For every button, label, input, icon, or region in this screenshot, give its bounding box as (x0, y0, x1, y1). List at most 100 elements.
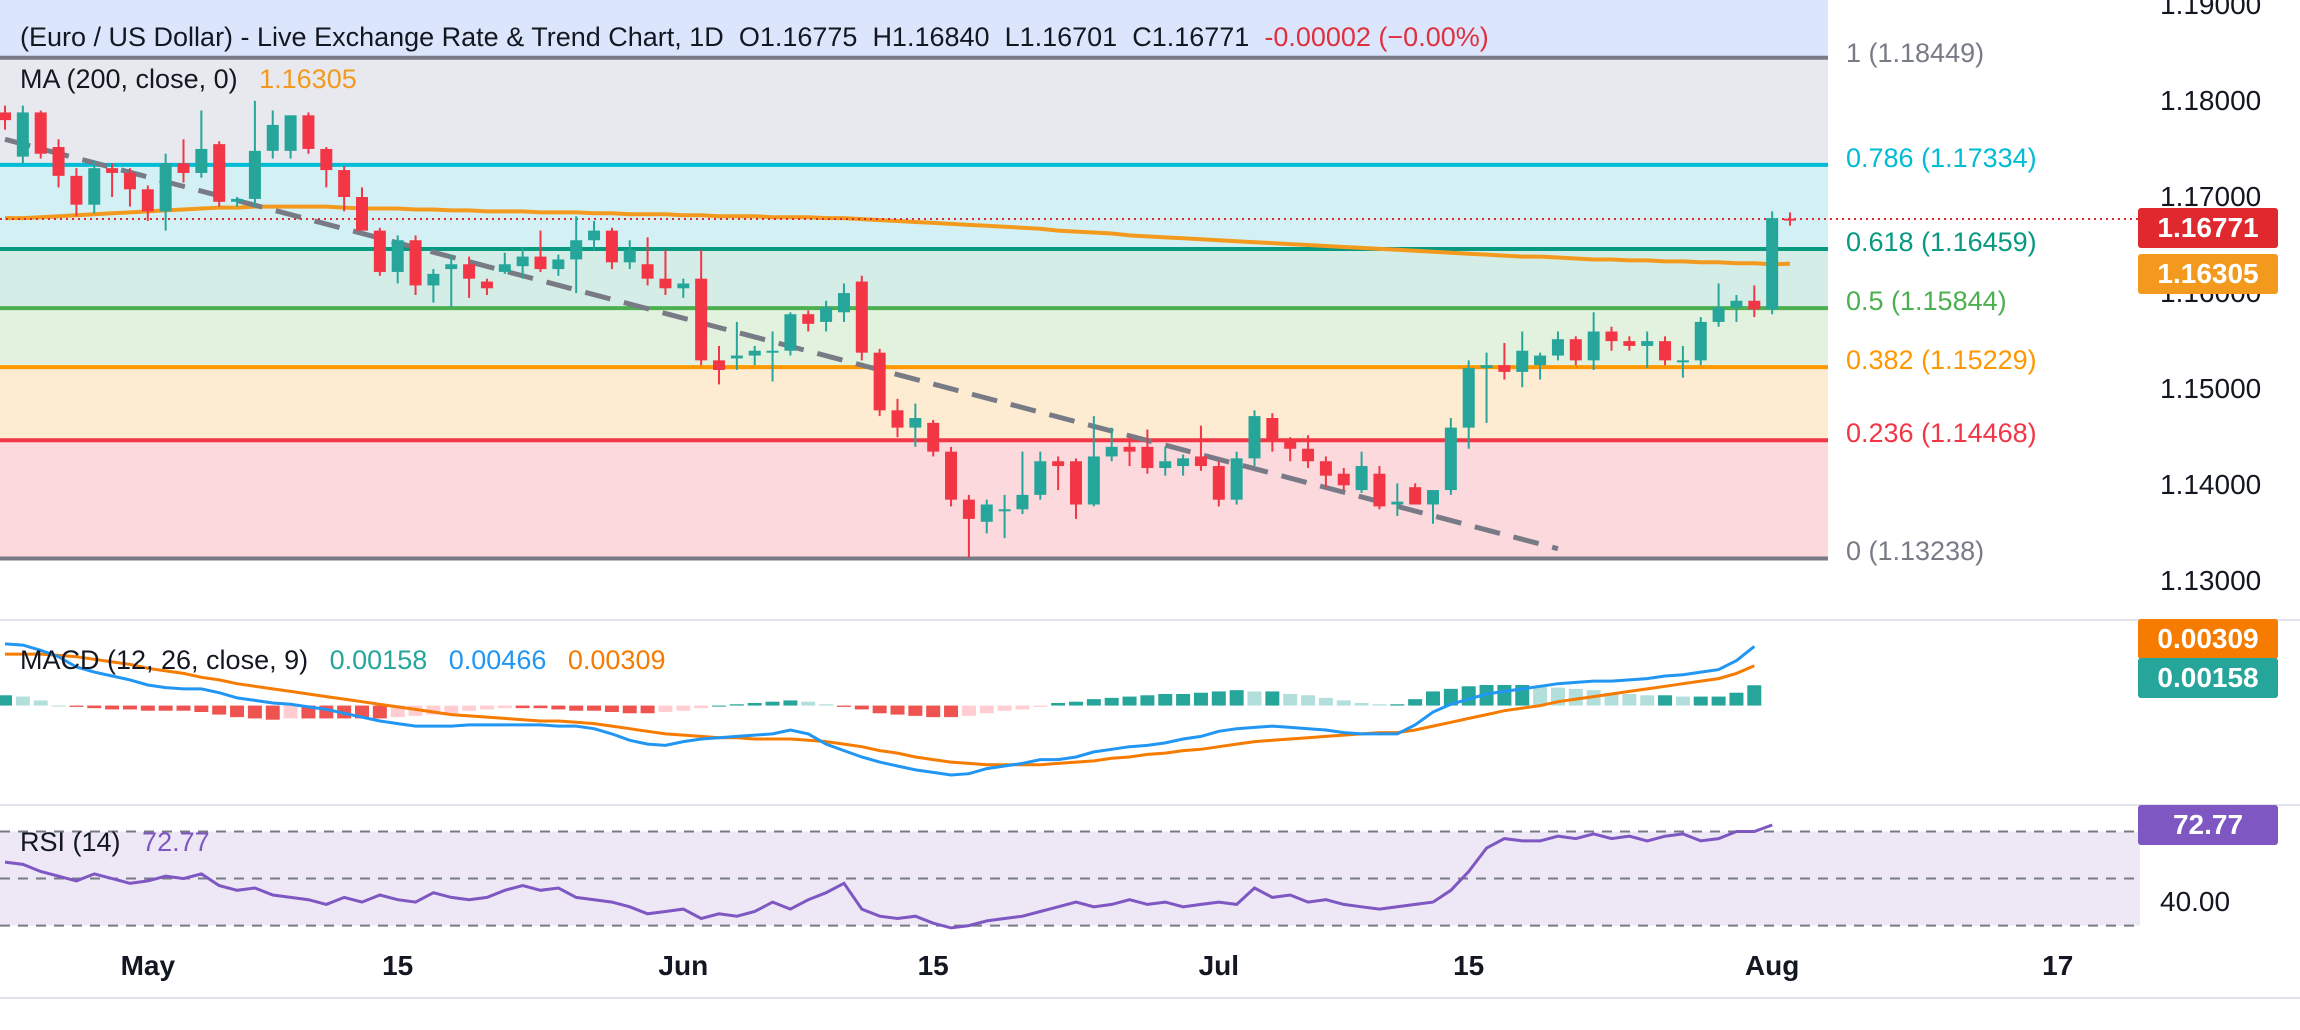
macd-histogram-bar (1533, 686, 1548, 706)
macd-histogram-bar (908, 705, 923, 716)
macd-histogram-bar (872, 705, 887, 714)
candle-body (1391, 501, 1404, 505)
macd-histogram-bar (747, 703, 762, 706)
macd-histogram-bar (158, 705, 173, 711)
candle-body (588, 230, 601, 241)
fib-label: 0.236 (1.14468) (1846, 418, 2037, 449)
candle-body (766, 350, 779, 353)
candle-body (962, 499, 975, 519)
candle-body (945, 451, 958, 500)
candle-body (1480, 365, 1493, 369)
macd-histogram-bar (765, 701, 780, 706)
macd-histogram-bar (1301, 695, 1316, 706)
macd-histogram-bar (230, 705, 245, 718)
macd-histogram-bar (658, 705, 673, 712)
macd-histogram-bar (33, 700, 48, 706)
macd-line (4, 642, 1756, 777)
macd-histogram-bar (51, 705, 66, 707)
candle-body (1266, 418, 1279, 440)
candle-body (52, 147, 65, 176)
macd-histogram-bar (122, 705, 137, 710)
candle-body (1730, 300, 1743, 308)
macd-histogram-bar (1122, 696, 1137, 706)
macd-histogram-bar (444, 705, 459, 714)
candle-body (409, 240, 422, 286)
macd-histogram-bar (1568, 688, 1583, 706)
candle-body (998, 509, 1011, 512)
candle-body (391, 240, 404, 272)
candle-body (1087, 456, 1100, 505)
ma200-line (5, 204, 1791, 267)
macd-histogram-bar (69, 705, 84, 707)
macd-histogram-bar (247, 705, 262, 719)
rsi-legend-value: 72.77 (142, 827, 210, 857)
macd-histogram-bar (604, 705, 619, 712)
macd-histogram-bar (462, 705, 477, 711)
candle-body (516, 256, 529, 267)
macd-histogram-bar (105, 705, 120, 710)
macd-histogram-bar (1069, 701, 1083, 706)
ohlc-change: -0.00002 (−0.00%) (1264, 22, 1489, 52)
candle-body (373, 230, 386, 272)
ohlc-open: O1.16775 (738, 22, 858, 52)
macd-histogram-bar (1265, 691, 1280, 706)
price-tick-label: 1.15000 (2160, 373, 2262, 405)
ohlc-close: C1.16771 (1132, 22, 1250, 52)
rsi-tick-label: 40.00 (2160, 886, 2231, 918)
time-tick-label: Jun (658, 950, 709, 981)
macd-histogram-bar (1426, 691, 1440, 706)
candle-body (1319, 461, 1332, 476)
macd-histogram-bar (694, 705, 709, 709)
candle-body (820, 307, 833, 322)
macd-histogram-bar (426, 705, 441, 715)
candle-body (266, 124, 279, 151)
candle-body (1212, 466, 1225, 500)
macd-histogram-bar (212, 705, 227, 715)
candle-body (1712, 307, 1725, 322)
candle-body (1302, 448, 1315, 462)
macd-histogram-bar (1015, 705, 1030, 710)
macd-hist-tag: 0.00158 (2138, 658, 2278, 698)
candle-body (338, 170, 351, 197)
candle-body (909, 418, 922, 428)
rsi-legend[interactable]: RSI (14) 72.77 (20, 827, 224, 858)
macd-histogram-bar (587, 705, 602, 711)
candle-body (177, 163, 190, 173)
macd-histogram-bar (961, 705, 976, 716)
macd-histogram-bar (1658, 695, 1673, 706)
candle-body (106, 168, 119, 173)
candle-body (605, 230, 618, 263)
fib-label: 0.618 (1.16459) (1846, 226, 2037, 257)
macd-signal-tag: 0.00309 (2138, 619, 2278, 659)
candle-body (427, 273, 440, 286)
macd-histogram-bar (1390, 704, 1405, 706)
macd-histogram-bar (265, 705, 280, 720)
candle-body (641, 264, 654, 279)
candle-body (302, 115, 315, 149)
ohlc-high: H1.16840 (872, 22, 990, 52)
candle-body (1498, 365, 1511, 372)
candle-body (1748, 300, 1761, 310)
macd-histogram-bar (194, 705, 209, 712)
candle-body (837, 293, 850, 313)
ma-legend[interactable]: MA (200, close, 0) 1.16305 (20, 64, 371, 95)
macd-histogram-bar (479, 705, 494, 710)
candle-body (927, 422, 940, 452)
candle-body (356, 196, 368, 231)
candle-body (1230, 458, 1243, 500)
macd-histogram-bar (1033, 705, 1048, 707)
price-tick-label: 1.13000 (2160, 565, 2262, 597)
macd-histogram-bar (1354, 703, 1369, 706)
candle-body (195, 148, 208, 173)
macd-legend-macd: 0.00466 (448, 645, 547, 675)
macd-histogram-bar (1193, 692, 1208, 706)
candle-body (1516, 350, 1529, 372)
macd-histogram-bar (1729, 692, 1744, 706)
candle-body (980, 504, 993, 522)
ma-legend-label: MA (200, close, 0) (20, 64, 238, 94)
macd-legend[interactable]: MACD (12, 26, close, 9) 0.00158 0.00466 … (20, 645, 679, 676)
macd-histogram-bar (1283, 694, 1298, 706)
macd-histogram-bar (1086, 699, 1101, 706)
rsi-tag: 72.77 (2138, 805, 2278, 845)
